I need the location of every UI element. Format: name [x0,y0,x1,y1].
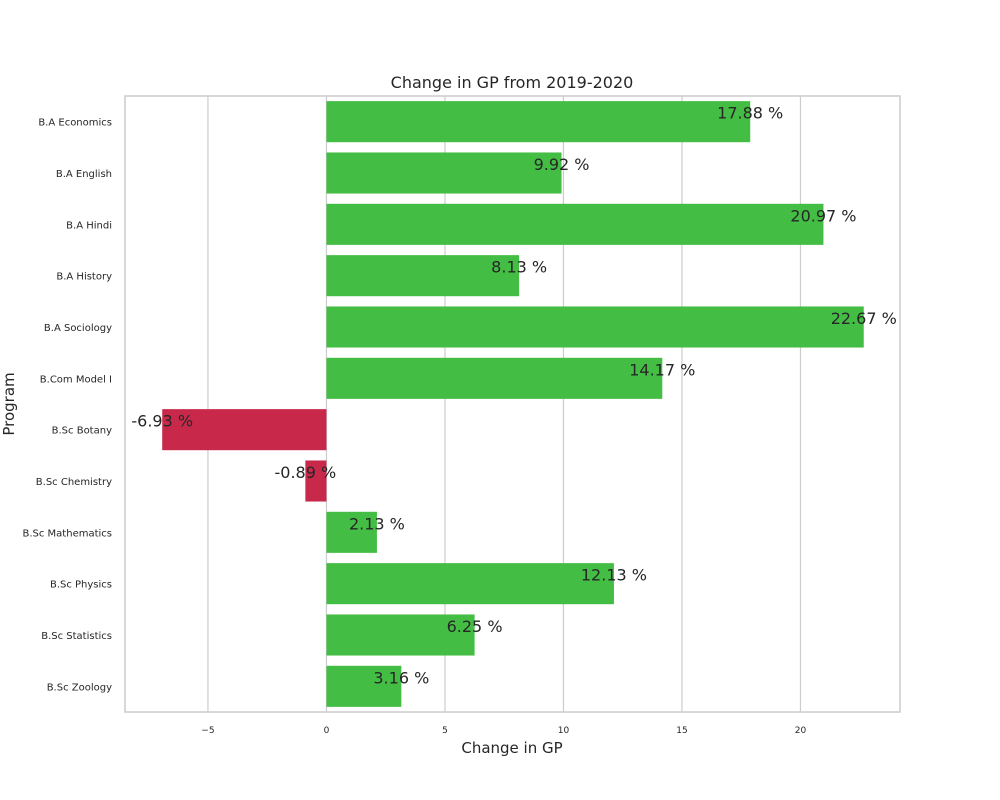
category-label: B.Sc Physics [50,580,112,591]
data-label: -6.93 % [131,412,193,431]
bar [326,203,824,245]
x-tick-label: 15 [676,726,687,736]
category-label: B.A Economics [38,118,112,129]
bars [162,101,864,707]
category-label: B.A History [56,272,112,283]
bar [326,665,402,707]
grid-lines [207,96,802,712]
category-label: B.Sc Statistics [41,631,112,642]
category-label: B.Sc Mathematics [22,528,112,539]
data-label: 12.13 % [581,566,647,585]
bar [326,101,751,143]
bar [326,152,562,194]
bar [162,409,327,451]
x-tick-label: 10 [558,726,570,736]
x-axis-label: Change in GP [461,739,562,757]
category-label: B.Sc Botany [52,426,112,437]
x-tick-label: 0 [324,726,330,736]
x-tick-label: 20 [795,726,807,736]
bar [326,563,614,605]
data-label: 9.92 % [534,155,590,174]
category-labels: B.A Economics B.A English B.A Hindi B.A His… [22,118,112,694]
category-label: B.Com Model I [40,374,112,385]
y-axis-label: Program [0,372,18,435]
bar [326,255,520,297]
data-label: 3.16 % [373,668,429,687]
category-label: B.Sc Zoology [47,682,112,693]
data-label: 14.17 % [629,360,695,379]
data-labels: 17.88 % 9.92 % 20.97 % 8.13 % 22.67 % 14.17 %… [131,104,896,688]
plot-frame [124,95,901,713]
x-tick-label: 5 [442,726,448,736]
bar [326,306,864,348]
bar [326,614,475,656]
category-label: B.A Hindi [66,220,112,231]
data-label: 17.88 % [717,104,783,123]
x-tick-label: −5 [201,726,214,736]
data-label: 20.97 % [790,206,856,225]
data-label: 6.25 % [447,617,503,636]
data-label: -0.89 % [275,463,337,482]
data-label: 22.67 % [831,309,897,328]
category-label: B.Sc Chemistry [36,477,112,488]
category-label: B.A Sociology [44,323,112,334]
bar [305,460,327,502]
category-label: B.A English [56,169,112,180]
bar [326,357,663,399]
chart-title: Change in GP from 2019-2020 [391,73,634,92]
data-label: 2.13 % [349,514,405,533]
data-label: 8.13 % [491,258,547,277]
bar [326,511,377,553]
x-tick-labels: −5 0 5 10 15 20 [201,726,806,736]
